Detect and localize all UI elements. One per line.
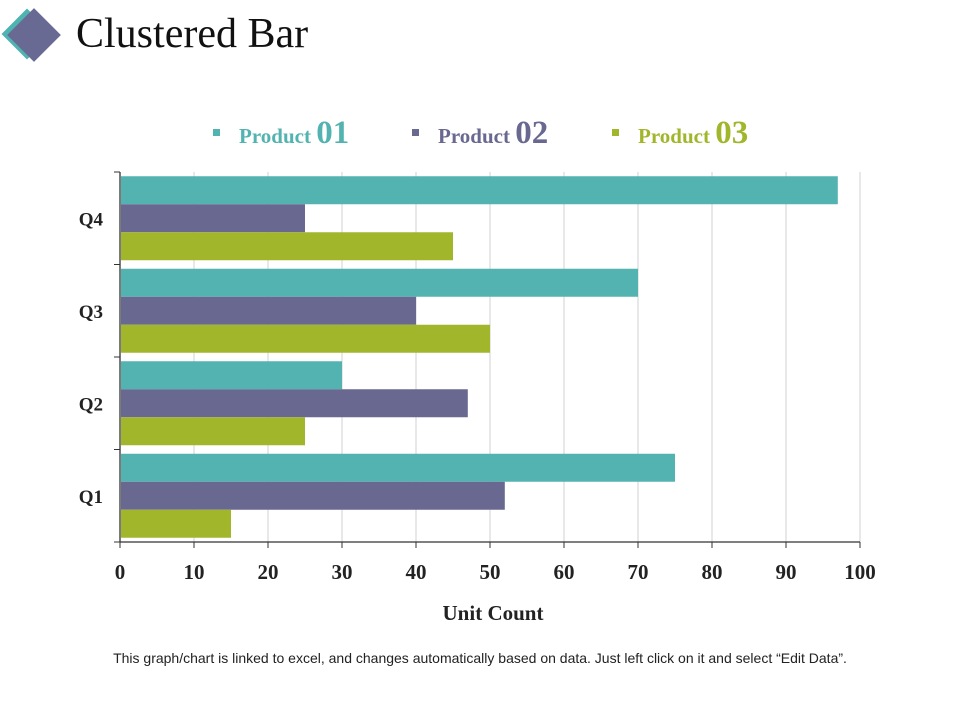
legend-marker <box>412 129 419 136</box>
bar-product-01-q3[interactable] <box>121 268 638 297</box>
x-tick-label: 60 <box>554 560 575 584</box>
legend-marker <box>213 129 220 136</box>
axes <box>114 171 861 548</box>
legend-item-product-01[interactable]: Product 01 <box>213 115 349 151</box>
bar-product-02-q4[interactable] <box>121 204 305 233</box>
x-axis-label: Unit Count <box>443 601 544 625</box>
bar-product-03-q1[interactable] <box>121 509 231 538</box>
x-tick-label: 90 <box>776 560 797 584</box>
bar-product-03-q4[interactable] <box>121 232 453 261</box>
bar-product-03-q3[interactable] <box>121 324 490 353</box>
x-tick-label: 20 <box>258 560 279 584</box>
x-tick-labels: 0 10 20 30 40 50 60 70 80 90 100 <box>115 560 876 584</box>
x-tick-label: 0 <box>115 560 126 584</box>
x-tick-label: 30 <box>332 560 353 584</box>
y-tick-labels: Q1 Q2 Q3 Q4 <box>79 209 104 508</box>
x-tick-label: 70 <box>628 560 649 584</box>
legend-item-product-02[interactable]: Product 02 <box>412 115 548 151</box>
legend-label: Product 02 <box>438 115 548 151</box>
bar-product-01-q2[interactable] <box>121 361 342 390</box>
footer-note: This graph/chart is linked to excel, and… <box>113 650 847 666</box>
bars <box>121 176 838 538</box>
bar-product-03-q2[interactable] <box>121 417 305 446</box>
page-title: Clustered Bar <box>76 11 309 57</box>
x-tick-label: 100 <box>844 560 876 584</box>
y-tick-label: Q3 <box>79 302 103 323</box>
legend-label: Product 01 <box>239 115 349 151</box>
bar-product-02-q2[interactable] <box>121 389 468 418</box>
bar-product-01-q1[interactable] <box>121 453 675 482</box>
x-tick-label: 50 <box>480 560 501 584</box>
legend-marker <box>612 129 619 136</box>
y-tick-label: Q4 <box>79 209 104 230</box>
legend: Product 01 Product 02 Product 03 <box>213 115 748 151</box>
legend-item-product-03[interactable]: Product 03 <box>612 115 748 151</box>
legend-label: Product 03 <box>638 115 748 151</box>
x-tick-label: 10 <box>184 560 205 584</box>
y-tick-label: Q1 <box>79 487 103 508</box>
x-tick-label: 40 <box>406 560 427 584</box>
bar-product-01-q4[interactable] <box>121 176 838 205</box>
bar-product-02-q3[interactable] <box>121 296 416 325</box>
y-tick-label: Q2 <box>79 394 103 415</box>
x-tick-label: 80 <box>702 560 723 584</box>
title-area: Clustered Bar <box>0 0 400 80</box>
bar-product-02-q1[interactable] <box>121 481 505 510</box>
